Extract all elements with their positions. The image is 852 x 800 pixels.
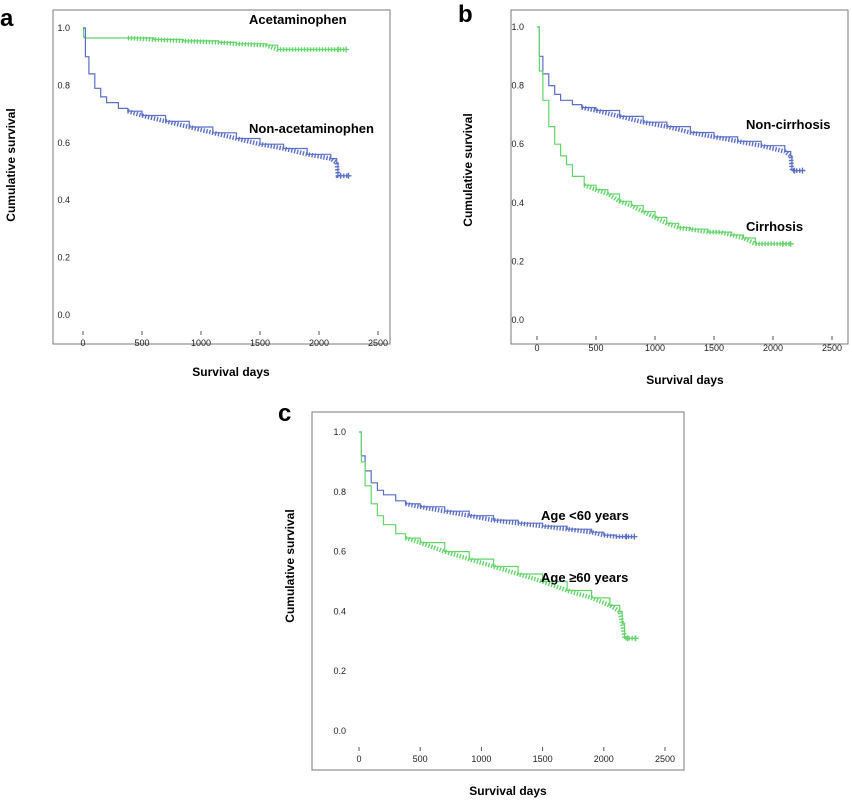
x-ticks: 0 500 1000 1500 2000 2500 xyxy=(356,747,675,764)
censor-mark-acetaminophen xyxy=(335,46,342,53)
series-label-cirrhosis: Cirrhosis xyxy=(746,219,803,234)
panel-letter: a xyxy=(0,5,14,32)
plot-frame xyxy=(311,411,685,771)
y-tick-label: 1.0 xyxy=(511,22,524,32)
plot-frame xyxy=(52,9,391,345)
x-ticks: 0 500 1000 1500 2000 2500 xyxy=(534,336,842,353)
x-ticks: 0 500 1000 1500 2000 2500 xyxy=(80,331,388,348)
censor-mark-age-60-years xyxy=(632,635,639,642)
censor-mark-non-cirrhosis xyxy=(799,167,806,174)
y-tick-label: 0.2 xyxy=(511,256,524,266)
y-tick-label: 0.0 xyxy=(333,726,346,736)
censor-mark-cirrhosis xyxy=(787,240,794,247)
censor-mark-non-cirrhosis xyxy=(791,167,798,174)
y-tick-label: 0.4 xyxy=(333,606,346,616)
y-axis-label: Cumulative survival xyxy=(461,113,475,226)
series-layer xyxy=(83,27,352,179)
panel-letter: c xyxy=(278,400,291,427)
censor-band-non-acetaminophen xyxy=(127,109,349,179)
y-tick-label: 0.4 xyxy=(57,195,70,205)
censor-mark-non-acetaminophen xyxy=(345,172,352,179)
censor-band-non-cirrhosis xyxy=(581,105,803,173)
y-ticks: 0.0 0.2 0.4 0.6 0.8 1.0 xyxy=(333,427,346,736)
x-tick-label: 1500 xyxy=(250,338,270,348)
censor-mark-age-60-years xyxy=(623,533,630,540)
censor-mark-age-60-years xyxy=(624,635,631,642)
y-tick-label: 0.8 xyxy=(57,80,70,90)
x-tick-label: 0 xyxy=(356,754,361,764)
x-tick-label: 1000 xyxy=(645,343,665,353)
x-tick-label: 2500 xyxy=(655,754,675,764)
panel-b: b 0 500 1000 1500 2000 2500 0.0 0.2 0.4 0.6 0.8 1.… xyxy=(458,1,849,387)
censor-band-cirrhosis xyxy=(583,183,791,247)
series-line-age-60-years xyxy=(359,431,636,639)
panel-c: c 0 500 1000 1500 2000 2500 0.0 0.2 0.4 0.6 0.8 1.… xyxy=(278,400,685,798)
x-tick-label: 1000 xyxy=(191,338,211,348)
y-tick-label: 0.8 xyxy=(333,487,346,497)
y-ticks: 0.0 0.2 0.4 0.6 0.8 1.0 xyxy=(57,23,70,320)
censor-band-age-60-years xyxy=(405,501,635,539)
y-tick-label: 0.6 xyxy=(333,547,346,557)
censor-mark-non-acetaminophen xyxy=(337,172,344,179)
plot-frame xyxy=(510,9,849,345)
x-tick-label: 2500 xyxy=(368,338,388,348)
y-tick-label: 0.2 xyxy=(333,666,346,676)
censor-mark-cirrhosis xyxy=(779,240,786,247)
x-tick-label: 500 xyxy=(134,338,149,348)
y-tick-label: 0.0 xyxy=(57,310,70,320)
x-tick-label: 2500 xyxy=(822,343,842,353)
x-tick-label: 2000 xyxy=(763,343,783,353)
x-tick-label: 0 xyxy=(534,343,539,353)
series-label-non-cirrhosis: Non-cirrhosis xyxy=(746,117,831,132)
censor-mark-age-60-years xyxy=(631,533,638,540)
y-tick-label: 0.6 xyxy=(511,139,524,149)
series-line-non-acetaminophen xyxy=(83,27,349,177)
x-tick-label: 1500 xyxy=(704,343,724,353)
x-tick-label: 500 xyxy=(588,343,603,353)
series-label-acetaminophen: Acetaminophen xyxy=(249,12,347,27)
y-tick-label: 0.8 xyxy=(511,81,524,91)
y-tick-label: 0.4 xyxy=(511,198,524,208)
series-layer xyxy=(537,26,806,247)
y-axis-label: Cumulative survival xyxy=(283,509,297,622)
y-tick-label: 0.0 xyxy=(511,315,524,325)
series-label-age-under-60: Age <60 years xyxy=(541,508,629,523)
censor-band-acetaminophen xyxy=(127,35,347,52)
series-line-non-cirrhosis xyxy=(537,26,803,172)
series-label-non-acetaminophen: Non-acetaminophen xyxy=(249,121,374,136)
y-ticks: 0.0 0.2 0.4 0.6 0.8 1.0 xyxy=(511,22,524,325)
y-tick-label: 1.0 xyxy=(57,23,70,33)
x-tick-label: 1500 xyxy=(533,754,553,764)
x-axis-label: Survival days xyxy=(469,784,547,798)
series-label-age-60-plus: Age ≥60 years xyxy=(541,570,628,585)
x-tick-label: 1000 xyxy=(471,754,491,764)
series-layer xyxy=(359,431,639,642)
x-axis-label: Survival days xyxy=(646,373,724,387)
y-tick-label: 0.6 xyxy=(57,138,70,148)
x-axis-label: Survival days xyxy=(192,365,270,379)
y-axis-label: Cumulative survival xyxy=(4,108,18,221)
censor-band-age-60-years xyxy=(404,535,636,641)
x-tick-label: 2000 xyxy=(594,754,614,764)
y-tick-label: 0.2 xyxy=(57,253,70,263)
x-tick-label: 500 xyxy=(413,754,428,764)
x-tick-label: 0 xyxy=(80,338,85,348)
censor-mark-acetaminophen xyxy=(343,46,350,53)
x-tick-label: 2000 xyxy=(309,338,329,348)
y-tick-label: 1.0 xyxy=(333,427,346,437)
panel-a: a 0 500 1000 1500 2000 2500 0.0 0.2 0.4 0.6 0.8 1.… xyxy=(0,5,391,379)
panel-letter: b xyxy=(458,1,473,28)
